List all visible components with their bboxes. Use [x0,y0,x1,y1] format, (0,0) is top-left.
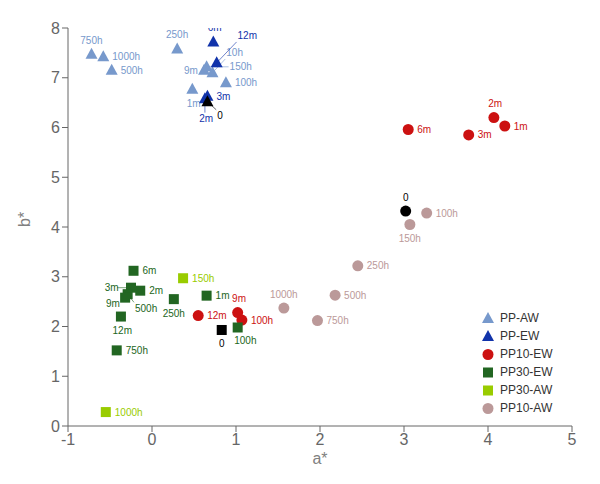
svg-text:7: 7 [51,69,60,86]
html-text:PP10-AW: PP10-AW [500,401,553,415]
svg-text:5: 5 [51,169,60,186]
svg-text:0: 0 [148,431,157,448]
svg-text:150h: 150h [192,273,214,284]
svg-text:2m: 2m [488,98,502,109]
svg-text:-1: -1 [61,431,75,448]
svg-text:5: 5 [568,431,577,448]
svg-text:150h: 150h [399,233,421,244]
svg-text:500h: 500h [344,290,366,301]
svg-text:250h: 250h [163,308,185,319]
svg-text:0: 0 [219,338,225,349]
svg-text:1m: 1m [514,121,528,132]
html-text:PP30-EW: PP30-EW [500,365,553,379]
svg-text:9m: 9m [106,298,120,309]
svg-text:500h: 500h [135,303,157,314]
svg-text:250h: 250h [367,260,389,271]
svg-text:1: 1 [232,431,241,448]
html-text:PP10-EW: PP10-EW [500,347,553,361]
svg-text:4: 4 [51,219,60,236]
svg-text:100h: 100h [251,315,273,326]
svg-text:6m: 6m [143,265,157,276]
svg-text:0: 0 [51,418,60,435]
svg-text:8: 8 [51,20,60,37]
svg-text:b*: b* [16,212,33,227]
svg-text:750h: 750h [126,345,148,356]
svg-text:2m: 2m [149,285,163,296]
svg-text:a*: a* [312,450,327,467]
svg-text:3m: 3m [105,282,119,293]
svg-text:1: 1 [51,368,60,385]
html-text:PP30-AW: PP30-AW [500,383,553,397]
svg-text:3: 3 [400,431,409,448]
svg-text:500h: 500h [121,65,143,76]
svg-text:2: 2 [316,431,325,448]
svg-text:150h: 150h [230,61,252,72]
svg-text:2m: 2m [199,113,213,124]
svg-text:6m: 6m [208,28,222,33]
svg-text:9m: 9m [184,65,198,76]
svg-text:3m: 3m [216,91,230,102]
svg-text:1m: 1m [187,98,201,109]
svg-text:1000h: 1000h [112,51,140,62]
svg-text:4: 4 [484,431,493,448]
svg-text:6: 6 [51,119,60,136]
svg-text:10h: 10h [226,47,243,58]
svg-text:1000h: 1000h [270,289,298,300]
svg-text:0: 0 [403,192,409,203]
svg-text:9m: 9m [232,293,246,304]
svg-text:12m: 12m [113,325,132,336]
svg-text:100h: 100h [235,77,257,88]
svg-text:2: 2 [51,318,60,335]
svg-text:3m: 3m [478,129,492,140]
svg-text:0: 0 [217,110,223,121]
svg-text:250h: 250h [166,29,188,40]
svg-text:6m: 6m [417,124,431,135]
svg-text:750h: 750h [326,315,348,326]
svg-text:100h: 100h [436,208,458,219]
svg-text:1m: 1m [216,290,230,301]
svg-text:12m: 12m [238,30,257,41]
html-text:PP-AW: PP-AW [500,311,539,325]
html-text:PP-EW: PP-EW [500,329,540,343]
svg-text:12m: 12m [207,310,226,321]
svg-text:100h: 100h [234,335,256,346]
svg-text:750h: 750h [80,35,102,46]
svg-text:3: 3 [51,268,60,285]
svg-text:1000h: 1000h [115,407,143,418]
